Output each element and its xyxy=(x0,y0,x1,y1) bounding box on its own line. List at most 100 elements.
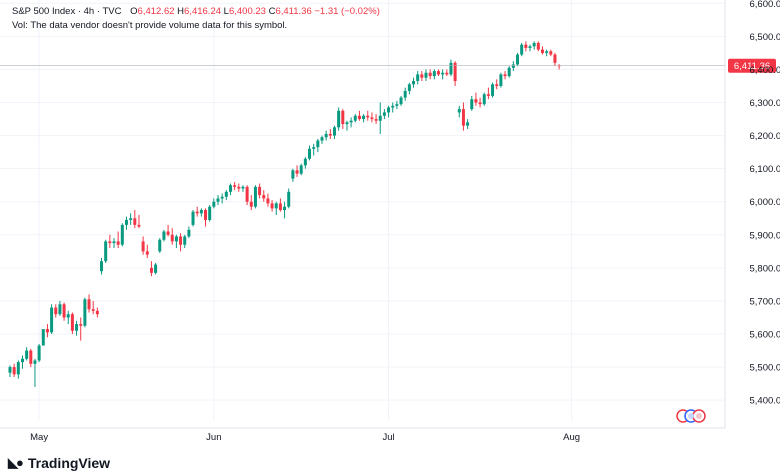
candle-body xyxy=(553,54,557,63)
y-tick-label: 5,900.00 xyxy=(750,230,780,241)
candle-body xyxy=(295,170,299,174)
change-value: −1.31 (−0.02%) xyxy=(314,6,380,17)
candle-body xyxy=(108,241,112,244)
candle-body xyxy=(524,44,528,48)
time-axis[interactable]: May Jun Jul Aug xyxy=(30,432,580,443)
candle-body xyxy=(482,94,486,105)
price-axis[interactable]: 5,400.00 5,500.00 5,600.00 5,700.00 5,800.00… xyxy=(750,0,780,407)
candle-body xyxy=(495,84,499,86)
candle-body xyxy=(233,185,237,187)
volume-note: Vol: The data vendor doesn't provide vol… xyxy=(12,20,288,31)
low-value: 6,400.23 xyxy=(228,6,266,17)
candle-body xyxy=(187,229,191,237)
candle-body xyxy=(245,186,249,202)
candle-body xyxy=(104,241,108,262)
candle-body xyxy=(332,127,336,136)
candle-body xyxy=(33,360,37,364)
candle-body xyxy=(303,158,307,166)
candle-body xyxy=(70,314,74,331)
x-tick-label: Jul xyxy=(382,432,394,443)
candle-body xyxy=(516,54,520,65)
candle-body xyxy=(154,264,158,273)
candle-body xyxy=(258,186,262,196)
candle-body xyxy=(62,304,66,318)
candle-body xyxy=(54,307,58,315)
candle-body xyxy=(395,104,399,106)
candle-body xyxy=(491,84,495,96)
logo-text: TradingView xyxy=(27,455,111,471)
candle-body xyxy=(341,110,345,125)
candle-body xyxy=(191,211,195,225)
candle-body xyxy=(345,122,349,125)
candle-body xyxy=(50,307,54,333)
last-price-tag xyxy=(728,58,776,73)
candle-body xyxy=(357,115,361,120)
y-tick-label: 6,500.00 xyxy=(750,32,780,43)
candle-body xyxy=(420,74,424,78)
candle-body xyxy=(204,210,208,220)
candle-body xyxy=(162,231,166,240)
candle-body xyxy=(228,185,232,192)
candle-body xyxy=(349,120,353,123)
y-tick-label: 6,600.00 xyxy=(750,0,780,10)
candle-body xyxy=(283,206,287,210)
candle-body xyxy=(436,71,440,75)
candle-body xyxy=(45,329,49,333)
symbol-label[interactable]: S&P 500 Index · 4h · TVC xyxy=(12,6,122,17)
y-tick-label: 6,100.00 xyxy=(750,164,780,175)
close-label: C xyxy=(268,6,276,17)
y-tick-label: 6,400.00 xyxy=(750,65,780,76)
candle-body xyxy=(270,203,274,209)
candle-body xyxy=(37,345,41,361)
candle-body xyxy=(145,251,149,255)
last-price-label: 6,411.36 xyxy=(734,61,770,72)
candle-body xyxy=(466,122,470,126)
candle-body xyxy=(253,186,257,207)
candle-body xyxy=(470,99,474,110)
x-tick-label: May xyxy=(30,432,48,443)
candle-body xyxy=(507,67,511,77)
candlestick-series xyxy=(8,41,561,387)
events-icon[interactable] xyxy=(675,408,711,424)
candle-body xyxy=(262,195,266,199)
candle-body xyxy=(362,115,366,120)
candle-body xyxy=(91,309,95,311)
candle-body xyxy=(129,218,133,220)
candle-body xyxy=(391,105,395,108)
candle-body xyxy=(457,109,461,113)
tradingview-logo[interactable]: ◣● TradingView xyxy=(8,455,111,471)
candle-body xyxy=(87,299,91,310)
candle-body xyxy=(416,74,420,82)
y-tick-label: 6,300.00 xyxy=(750,98,780,109)
candle-body xyxy=(249,201,253,207)
candle-body xyxy=(241,186,245,189)
candle-body xyxy=(328,133,332,136)
candle-body xyxy=(179,236,183,245)
candle-body xyxy=(324,133,328,138)
open-value: 6,412.62 xyxy=(137,6,175,17)
candle-body xyxy=(208,206,212,220)
candle-body xyxy=(374,119,378,121)
candle-body xyxy=(25,350,29,359)
candle-body xyxy=(337,110,341,128)
candle-body xyxy=(278,203,282,210)
candle-body xyxy=(449,62,453,75)
candle-body xyxy=(353,115,357,121)
last-price-line: 6,411.36 xyxy=(0,58,776,73)
candle-body xyxy=(266,198,270,204)
candle-body xyxy=(212,201,216,207)
y-tick-label: 6,200.00 xyxy=(750,131,780,142)
candle-body xyxy=(432,71,436,77)
candle-body xyxy=(29,350,33,364)
candle-body xyxy=(58,304,62,315)
candle-body xyxy=(166,231,170,235)
candle-body xyxy=(20,358,24,363)
candle-body xyxy=(382,112,386,116)
candle-body xyxy=(445,72,449,75)
candle-body xyxy=(478,102,482,105)
candle-body xyxy=(299,165,303,174)
candle-body xyxy=(174,236,178,242)
candle-body xyxy=(378,115,382,121)
candle-body xyxy=(83,299,87,326)
